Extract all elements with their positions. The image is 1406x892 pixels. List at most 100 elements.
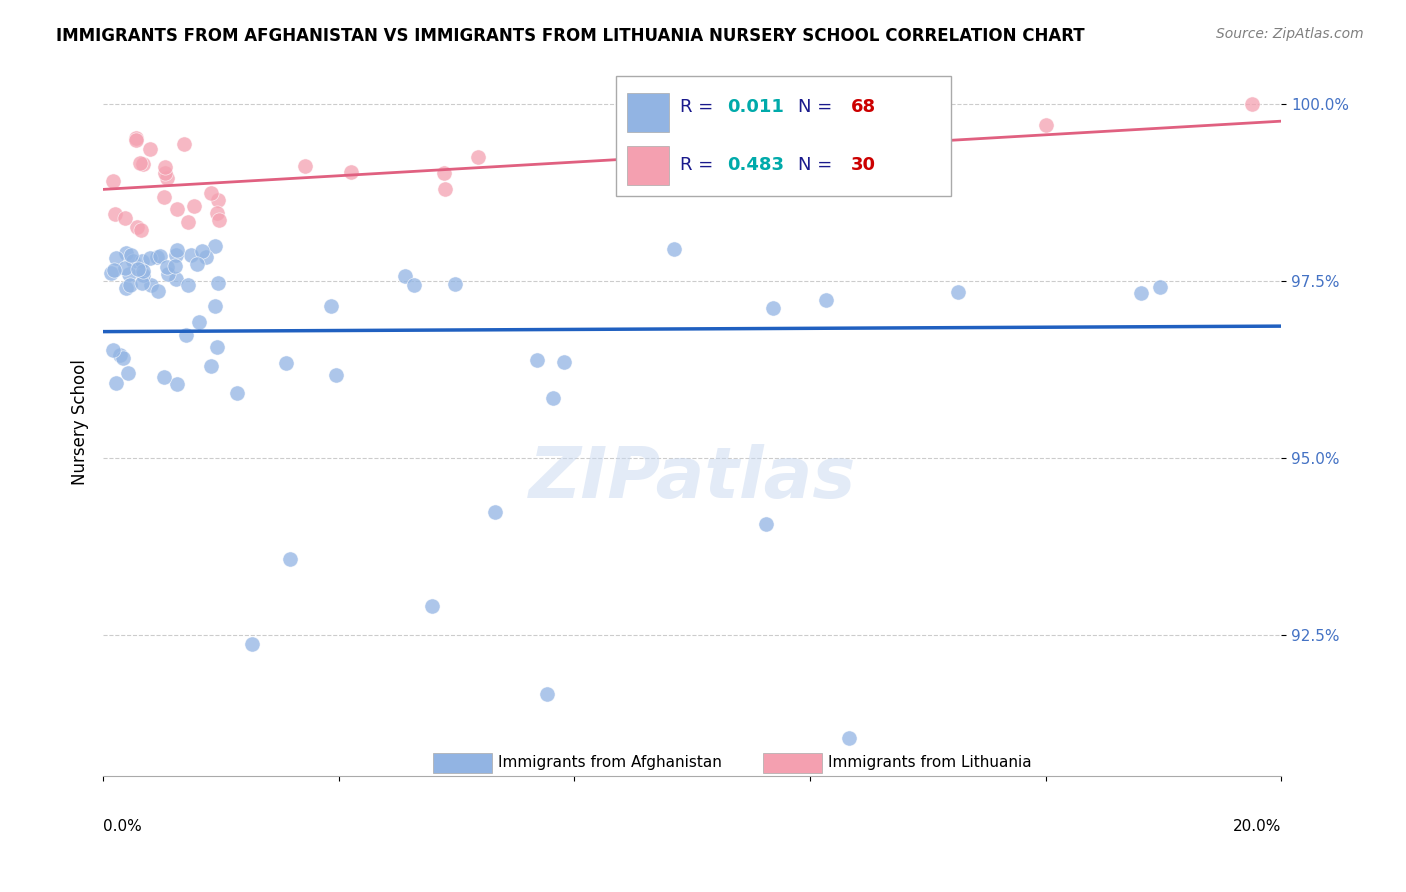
Point xyxy=(120,248,142,262)
Point xyxy=(101,343,124,357)
Point xyxy=(131,253,153,268)
Point xyxy=(278,552,301,566)
Point xyxy=(815,293,838,308)
Point xyxy=(541,391,564,405)
Point xyxy=(166,202,188,216)
Point xyxy=(101,173,124,187)
Point xyxy=(200,186,222,200)
Point xyxy=(176,215,198,229)
Point xyxy=(294,159,316,173)
FancyBboxPatch shape xyxy=(763,753,821,772)
Point xyxy=(1035,118,1057,132)
Point xyxy=(103,262,125,277)
Point xyxy=(325,368,347,383)
Point xyxy=(205,340,228,354)
Point xyxy=(433,182,456,196)
Point xyxy=(153,166,176,180)
Point xyxy=(174,327,197,342)
Point xyxy=(276,356,298,370)
Point xyxy=(526,353,548,368)
Point xyxy=(340,164,363,178)
Point xyxy=(156,171,179,186)
Point xyxy=(200,359,222,374)
Point xyxy=(762,301,785,315)
Point xyxy=(662,243,685,257)
Text: 0.483: 0.483 xyxy=(727,156,785,174)
Point xyxy=(153,370,176,384)
Point xyxy=(131,276,153,290)
Point xyxy=(125,133,148,147)
Point xyxy=(165,259,187,273)
Point xyxy=(208,213,231,227)
Text: Immigrants from Lithuania: Immigrants from Lithuania xyxy=(828,756,1031,771)
Text: R =: R = xyxy=(681,156,720,174)
Text: ZIPatlas: ZIPatlas xyxy=(529,444,856,514)
FancyBboxPatch shape xyxy=(616,76,952,196)
Point xyxy=(946,285,969,300)
Point xyxy=(917,111,939,125)
Point xyxy=(433,166,456,180)
Text: 68: 68 xyxy=(851,98,876,117)
Point xyxy=(205,206,228,220)
Point xyxy=(444,277,467,291)
Point xyxy=(118,267,141,281)
Point xyxy=(127,220,149,235)
Point xyxy=(207,193,229,207)
Point xyxy=(484,505,506,519)
Point xyxy=(155,260,177,274)
Text: N =: N = xyxy=(799,156,838,174)
Point xyxy=(755,516,778,531)
Point xyxy=(319,299,342,313)
Text: 0.011: 0.011 xyxy=(727,98,785,117)
Point xyxy=(186,257,208,271)
Point xyxy=(132,268,155,282)
Point xyxy=(127,261,149,276)
Point xyxy=(125,131,148,145)
Point xyxy=(105,376,128,390)
Point xyxy=(536,687,558,701)
Point xyxy=(156,267,179,281)
Point xyxy=(118,278,141,293)
Point xyxy=(165,272,187,286)
Text: IMMIGRANTS FROM AFGHANISTAN VS IMMIGRANTS FROM LITHUANIA NURSERY SCHOOL CORRELAT: IMMIGRANTS FROM AFGHANISTAN VS IMMIGRANT… xyxy=(56,27,1085,45)
Point xyxy=(129,156,152,170)
Point xyxy=(108,348,131,362)
Point xyxy=(165,248,187,262)
Point xyxy=(394,268,416,283)
Text: 30: 30 xyxy=(851,156,876,174)
Point xyxy=(146,250,169,264)
Y-axis label: Nursery School: Nursery School xyxy=(72,359,89,485)
Point xyxy=(553,355,575,369)
FancyBboxPatch shape xyxy=(627,94,669,132)
Point xyxy=(183,199,205,213)
Point xyxy=(148,284,170,298)
Point xyxy=(115,246,138,260)
Point xyxy=(173,137,195,152)
Point xyxy=(139,277,162,292)
Point xyxy=(138,142,160,156)
Point xyxy=(166,244,188,258)
Point xyxy=(131,157,153,171)
Point xyxy=(115,280,138,294)
Text: 0.0%: 0.0% xyxy=(103,819,142,834)
FancyBboxPatch shape xyxy=(433,753,492,772)
Point xyxy=(467,150,489,164)
Point xyxy=(139,251,162,265)
Point xyxy=(240,637,263,651)
Point xyxy=(1240,96,1263,111)
Point xyxy=(420,599,443,613)
Text: Source: ZipAtlas.com: Source: ZipAtlas.com xyxy=(1216,27,1364,41)
Point xyxy=(121,254,143,268)
Point xyxy=(1149,279,1171,293)
Point xyxy=(155,161,177,175)
Point xyxy=(404,277,426,292)
Point xyxy=(204,239,226,253)
Point xyxy=(117,366,139,380)
Point xyxy=(191,244,214,259)
Point xyxy=(188,315,211,329)
Text: 20.0%: 20.0% xyxy=(1233,819,1281,834)
Point xyxy=(132,264,155,278)
Point xyxy=(149,249,172,263)
Point xyxy=(225,386,247,401)
Point xyxy=(177,277,200,292)
